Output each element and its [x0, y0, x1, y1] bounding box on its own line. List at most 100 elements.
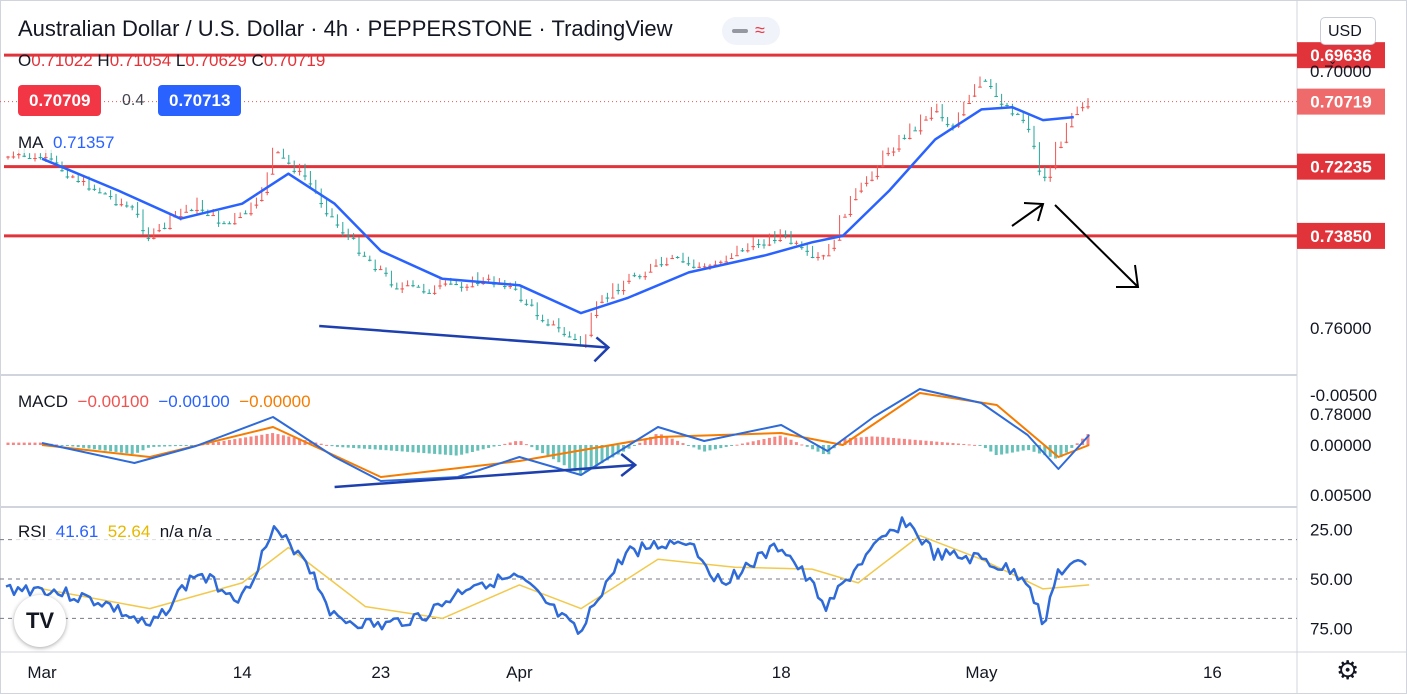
macd-histogram-bar — [1000, 445, 1004, 455]
macd-histogram-bar — [71, 445, 75, 447]
candle-body — [697, 266, 701, 268]
ma-line — [41, 105, 1074, 315]
macd-histogram-bar — [406, 445, 410, 452]
macd-histogram-bar — [184, 445, 188, 446]
macd-histogram-bar — [454, 445, 458, 456]
candle-body — [940, 117, 944, 119]
candle-body — [378, 269, 383, 271]
tradingview-logo[interactable]: TV — [14, 595, 66, 647]
candle-body — [308, 183, 313, 185]
projection-arrowhead — [1116, 264, 1140, 288]
macd-histogram-bar — [913, 439, 917, 445]
macd-histogram-bar — [600, 445, 604, 464]
macd-histogram-bar — [38, 442, 42, 445]
macd-histogram-bar — [492, 445, 496, 447]
macd-histogram-bar — [902, 438, 906, 445]
macd-histogram-bar — [1054, 445, 1058, 459]
macd-histogram-bar — [940, 442, 944, 445]
macd-histogram-bar — [330, 445, 334, 447]
macd-histogram-bar — [670, 438, 674, 445]
ma-legend[interactable]: MA 0.71357 — [15, 133, 118, 153]
macd-histogram-bar — [935, 441, 939, 445]
macd-histogram-bar — [951, 443, 955, 445]
rsi-legend[interactable]: RSI 41.61 52.64 n/a n/a — [15, 522, 215, 542]
candle-body — [773, 239, 777, 241]
macd-histogram-bar — [994, 445, 998, 456]
candle-body — [659, 264, 664, 266]
candle-body — [800, 247, 804, 249]
candle-body — [292, 170, 296, 172]
candle-body — [195, 209, 199, 211]
macd-histogram-bar — [281, 435, 285, 445]
gear-icon[interactable]: ⚙ — [1336, 655, 1360, 685]
macd-histogram-bar — [692, 445, 696, 448]
rsi-ma-line — [41, 534, 1090, 620]
candle-body — [751, 246, 755, 248]
macd-histogram-bar — [778, 435, 782, 445]
macd-histogram-bar — [249, 436, 253, 445]
candle-body — [827, 255, 831, 257]
macd-histogram-bar — [816, 445, 820, 452]
candle-body — [1043, 176, 1047, 178]
macd-histogram-bar — [319, 443, 323, 445]
projection-arrow-up — [1011, 203, 1044, 227]
candle-body — [616, 290, 620, 292]
candle-body — [983, 80, 988, 82]
candle-body — [756, 244, 761, 246]
macd-histogram-bar — [865, 436, 869, 445]
candle-body — [476, 283, 480, 285]
candle-body — [708, 265, 712, 267]
candle-body — [643, 276, 647, 278]
macd-histogram-bar — [395, 445, 399, 452]
macd-histogram-bar — [443, 445, 447, 455]
candle-body — [297, 170, 302, 172]
candle-body — [184, 211, 188, 213]
candle-body — [929, 117, 934, 119]
macd-histogram-bar — [341, 445, 345, 448]
candle-body — [49, 158, 53, 160]
hide-icon[interactable] — [732, 29, 748, 33]
currency-dropdown[interactable]: USD ⌄ — [1320, 17, 1376, 67]
candle-body — [999, 103, 1004, 105]
macd-histogram-bar — [130, 445, 134, 454]
macd-histogram-bar — [55, 444, 59, 446]
candle-body — [843, 216, 847, 218]
candle-body — [233, 223, 237, 225]
candle-body — [870, 179, 874, 181]
candle-body — [1005, 105, 1009, 107]
candle-body — [719, 261, 723, 263]
macd-histogram-bar — [335, 445, 339, 447]
macd-histogram-bar — [438, 445, 442, 455]
macd-histogram-bar — [244, 437, 248, 445]
macd-histogram-bar — [789, 439, 793, 445]
candle-body — [346, 235, 350, 237]
buy-button[interactable]: 0.70713 — [158, 85, 242, 116]
candle-body — [918, 130, 923, 132]
sell-button[interactable]: 0.70709 — [18, 85, 102, 116]
wave-icon[interactable]: ≈ — [755, 20, 765, 40]
macd-histogram-bar — [157, 445, 161, 447]
candle-body — [119, 204, 124, 206]
visibility-toggle[interactable]: ≈ — [722, 17, 780, 45]
macd-histogram-bar — [65, 445, 69, 446]
macd-histogram-bar — [870, 436, 874, 445]
macd-histogram-bar — [649, 436, 653, 445]
macd-histogram-bar — [519, 441, 523, 445]
macd-histogram-bar — [551, 445, 555, 460]
macd-histogram-bar — [800, 444, 804, 446]
macd-histogram-bar — [325, 444, 329, 446]
macd-histogram-bar — [1032, 445, 1036, 452]
candle-body — [141, 230, 145, 232]
macd-histogram-bar — [719, 445, 723, 449]
macd-legend[interactable]: MACD −0.00100 −0.00100 −0.00000 — [15, 392, 314, 412]
macd-histogram-bar — [773, 436, 777, 445]
macd-histogram-bar — [568, 445, 572, 469]
candle-body — [648, 271, 653, 273]
macd-histogram-bar — [362, 445, 366, 449]
candle-body — [632, 275, 637, 277]
candle-body — [243, 213, 248, 215]
macd-histogram-bar — [703, 445, 707, 452]
macd-histogram-bar — [757, 440, 761, 445]
candle-body — [189, 209, 194, 211]
